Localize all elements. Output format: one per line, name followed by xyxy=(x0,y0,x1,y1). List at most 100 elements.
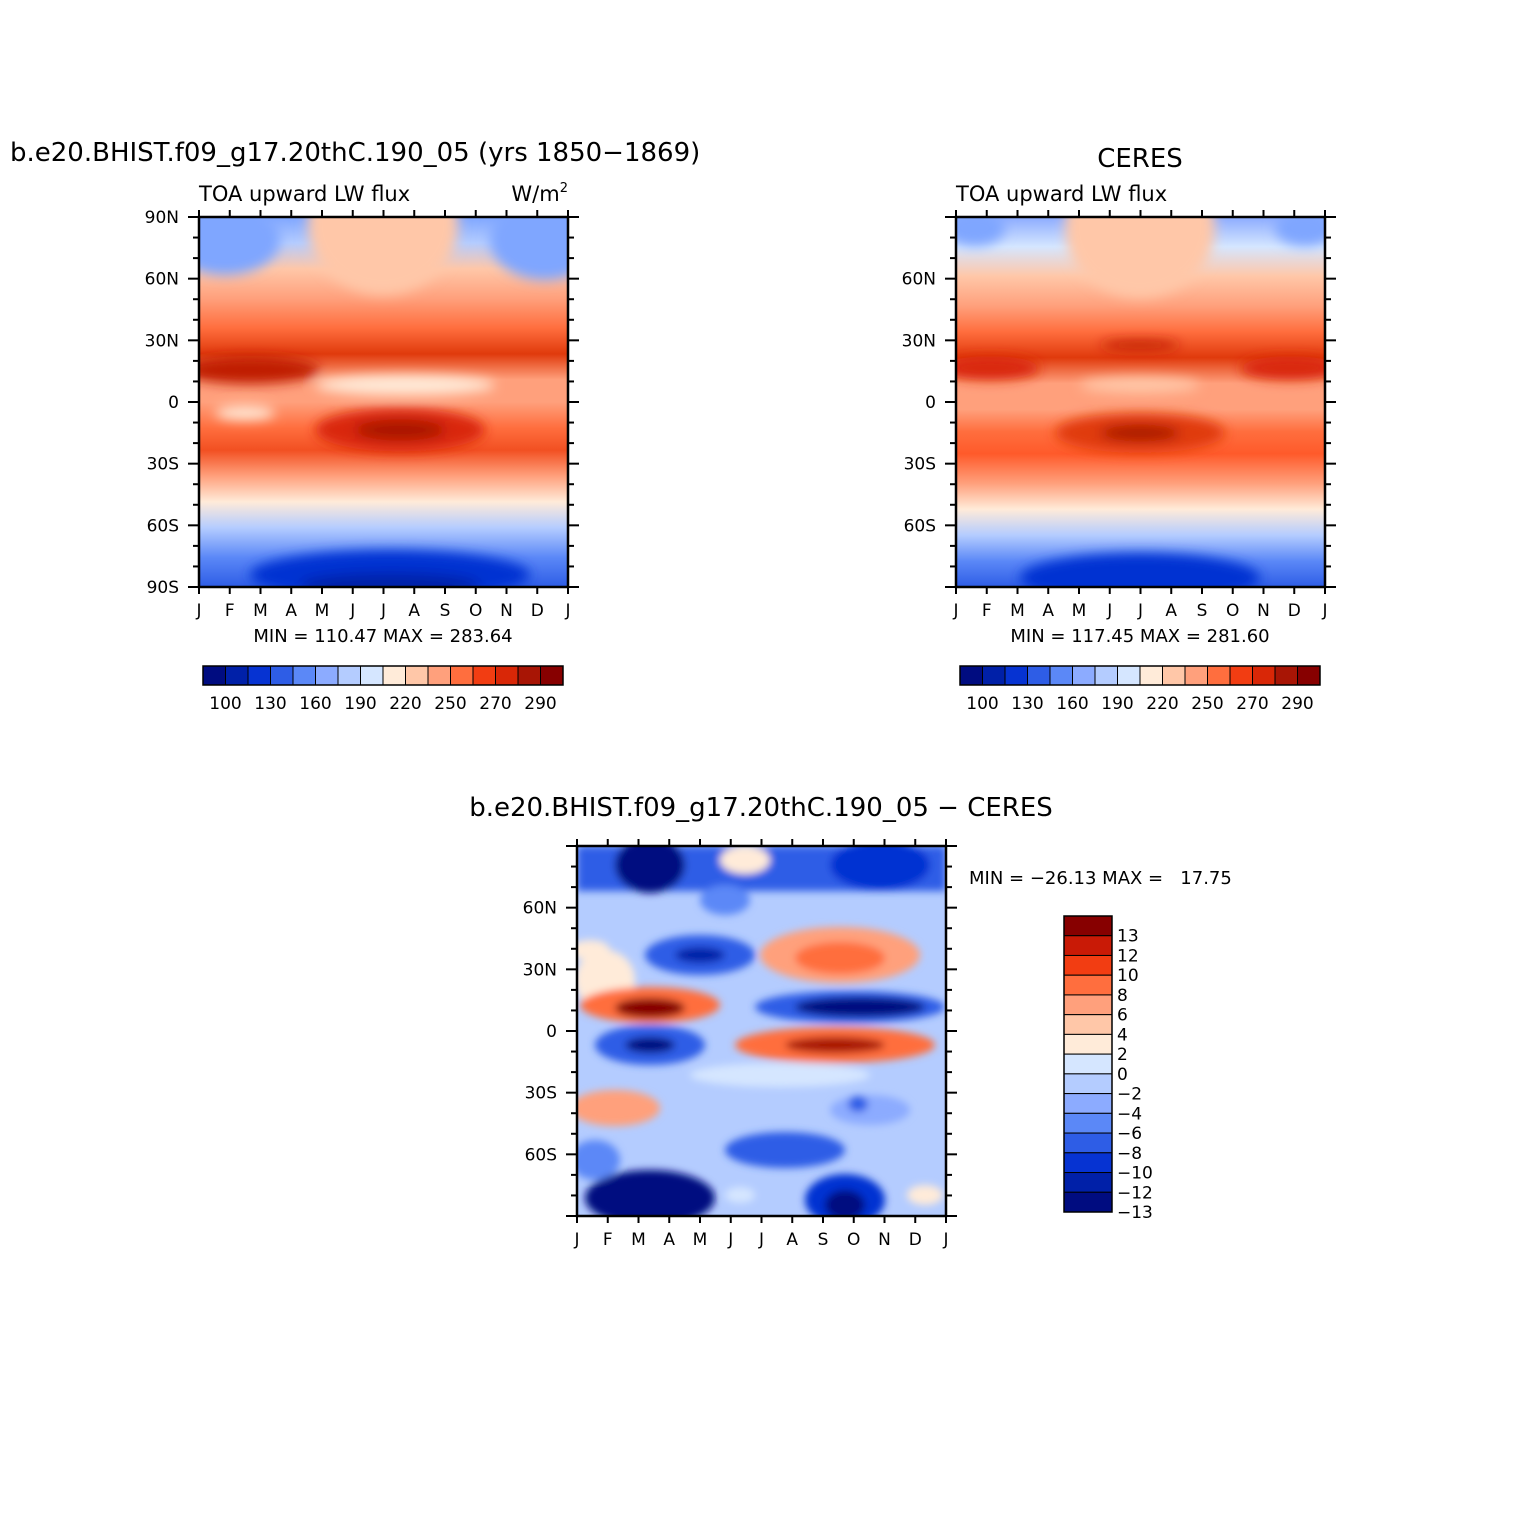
y-tick-label: 30N xyxy=(523,960,557,980)
colorbar-label: −2 xyxy=(1117,1085,1142,1105)
colorbar-label: 2 xyxy=(1117,1045,1128,1065)
colorbar-label: 130 xyxy=(1011,694,1043,714)
panel-model-colorbar: 100 130 160 190 220 250 270 290 xyxy=(202,665,564,714)
colorbar-swatch xyxy=(517,665,541,686)
x-tick-label: J xyxy=(758,1230,764,1250)
x-tick-label: F xyxy=(982,601,992,621)
panel-ceres-stats: MIN = 117.45 MAX = 281.60 xyxy=(1010,626,1269,647)
x-tick-label: D xyxy=(531,601,544,621)
x-tick-label: O xyxy=(847,1230,860,1250)
colorbar-label: 250 xyxy=(434,694,466,714)
colorbar-swatch xyxy=(337,665,361,686)
colorbar-swatch xyxy=(1063,954,1113,976)
panel-ceres-colorbar: 100 130 160 190 220 250 270 290 xyxy=(959,665,1321,714)
colorbar-label: 270 xyxy=(479,694,511,714)
panel-model-units: W/m2 xyxy=(511,181,568,206)
colorbar-label: −8 xyxy=(1117,1144,1142,1164)
colorbar-border xyxy=(202,665,564,686)
colorbar-swatch xyxy=(315,665,339,686)
y-tick-label: 60N xyxy=(902,270,936,290)
colorbar-label: −13 xyxy=(1117,1203,1153,1223)
x-tick-label: S xyxy=(1197,601,1208,621)
colorbar-swatch xyxy=(1063,1191,1113,1213)
x-tick-label: M xyxy=(693,1230,708,1250)
colorbar-swatch xyxy=(1063,994,1113,1016)
colorbar-swatch xyxy=(1063,1033,1113,1055)
x-tick-label: J xyxy=(380,601,386,621)
y-tick-label: 60S xyxy=(147,516,179,536)
colorbar-swatch xyxy=(1027,665,1051,686)
x-tick-label: A xyxy=(663,1230,675,1250)
colorbar-label: −4 xyxy=(1117,1104,1142,1124)
panel-diff-field xyxy=(577,846,946,1216)
x-tick-label: J xyxy=(942,1230,948,1250)
colorbar-label: 220 xyxy=(1146,694,1178,714)
y-tick-label: 0 xyxy=(168,393,179,413)
colorbar-label: 100 xyxy=(966,694,998,714)
colorbar-swatch xyxy=(1063,1073,1113,1095)
colorbar-label: 220 xyxy=(389,694,421,714)
colorbar-swatch xyxy=(1063,1172,1113,1193)
colorbar-swatch xyxy=(1207,665,1231,686)
y-tick-label: 60N xyxy=(145,270,179,290)
panel-ceres-title: CERES xyxy=(1097,144,1183,174)
colorbar-swatch xyxy=(1063,915,1113,937)
colorbar-label: 0 xyxy=(1117,1065,1128,1085)
colorbar-swatch xyxy=(1063,1093,1113,1114)
colorbar-swatch xyxy=(1094,665,1118,686)
colorbar-swatch xyxy=(1252,665,1276,686)
colorbar-swatch xyxy=(540,665,564,686)
x-tick-label: A xyxy=(786,1230,798,1250)
colorbar-label: 10 xyxy=(1117,966,1139,986)
colorbar-swatch xyxy=(1063,1132,1113,1154)
x-tick-label: S xyxy=(818,1230,829,1250)
panel-ceres-y-labels: 60N 30N 0 30S 60S xyxy=(902,270,936,537)
panel-diff-title: b.e20.BHIST.f09_g17.20thC.190_05 − CERES xyxy=(469,793,1053,823)
y-tick-label: 60S xyxy=(904,516,936,536)
colorbar-swatch xyxy=(405,665,429,686)
x-tick-label: J xyxy=(349,601,355,621)
colorbar-swatch xyxy=(1229,665,1253,686)
colorbar-swatch xyxy=(959,665,983,686)
colorbar-border xyxy=(959,665,1321,686)
colorbar-label: 100 xyxy=(209,694,241,714)
panel-model-ticks xyxy=(188,210,579,594)
x-tick-label: J xyxy=(727,1230,733,1250)
colorbar-border xyxy=(1063,915,1113,1213)
colorbar-swatch xyxy=(1274,665,1298,686)
colorbar-label: 290 xyxy=(524,694,556,714)
colorbar-label: 160 xyxy=(299,694,331,714)
colorbar-label: 290 xyxy=(1281,694,1313,714)
colorbar-label: 12 xyxy=(1117,946,1139,966)
y-tick-label: 30S xyxy=(904,455,936,475)
y-tick-label: 0 xyxy=(546,1022,557,1042)
panel-ceres-ticks xyxy=(945,210,1336,594)
colorbar-swatch xyxy=(450,665,474,686)
panel-model-field xyxy=(199,217,568,587)
panel-model-y-labels: 90N 60N 30N 0 30S 60S 90S xyxy=(145,208,179,598)
panel-ceres-variable: TOA upward LW flux xyxy=(955,182,1167,206)
x-tick-label: M xyxy=(631,1230,646,1250)
colorbar-swatch xyxy=(427,665,451,686)
x-tick-label: M xyxy=(1010,601,1025,621)
colorbar-label: 8 xyxy=(1117,986,1128,1006)
x-tick-label: M xyxy=(253,601,268,621)
x-tick-label: J xyxy=(195,601,201,621)
y-tick-label: 60S xyxy=(525,1145,557,1165)
y-tick-label: 30S xyxy=(147,455,179,475)
x-tick-label: N xyxy=(1257,601,1270,621)
colorbar-swatch xyxy=(1063,1112,1113,1134)
colorbar-swatch xyxy=(1139,665,1163,686)
y-tick-label: 30N xyxy=(902,331,936,351)
colorbar-swatch xyxy=(982,665,1006,686)
colorbar-swatch xyxy=(1184,665,1208,686)
colorbar-swatch xyxy=(1117,665,1141,686)
colorbar-swatch xyxy=(1162,665,1186,686)
colorbar-swatch xyxy=(472,665,496,686)
colorbar-swatch xyxy=(382,665,406,686)
x-tick-label: J xyxy=(952,601,958,621)
